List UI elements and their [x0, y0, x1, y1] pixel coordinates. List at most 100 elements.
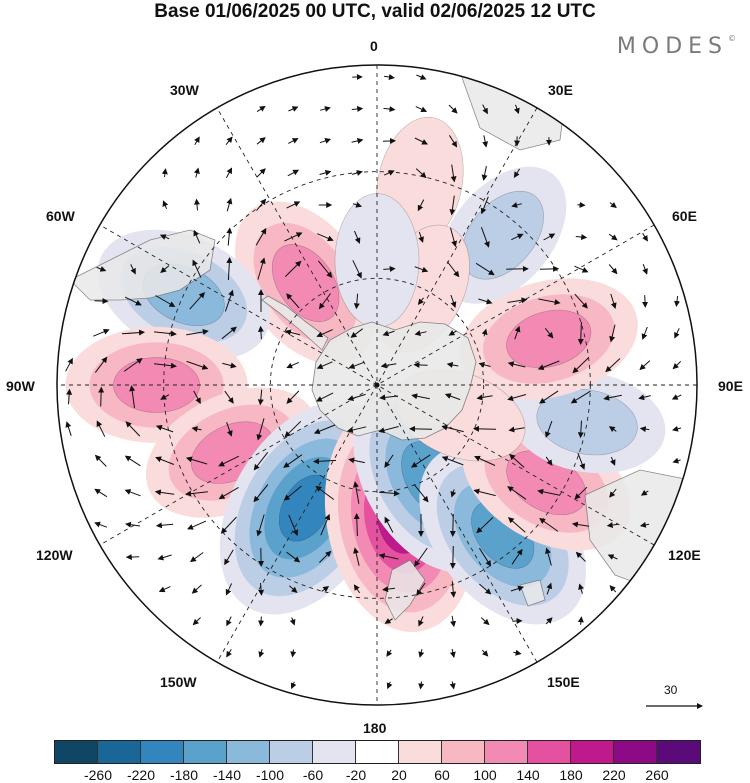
wind-vector-arrow: [507, 517, 526, 533]
wind-vector-arrow: [192, 259, 202, 278]
modes-logo: MODES©: [617, 34, 736, 59]
wind-vector-arrow: [608, 264, 618, 275]
wind-vector-arrow: [159, 234, 170, 240]
wind-vector-arrow: [124, 489, 141, 497]
wind-vector-arrow: [284, 329, 301, 336]
wind-vectors: [65, 74, 682, 690]
lon-label-90w: 90W: [6, 378, 35, 394]
copyright-mark: ©: [728, 34, 736, 43]
wind-vector-arrow: [383, 265, 396, 272]
colorbar-tick-label: 60: [434, 767, 450, 783]
wind-vector-arrow: [226, 649, 232, 658]
wind-vector-arrow: [286, 201, 301, 209]
wind-vector-arrow: [193, 390, 201, 404]
wind-vector-arrow: [353, 547, 360, 566]
wind-vector-arrow: [218, 455, 240, 467]
wind-vector-arrow: [194, 136, 200, 146]
wind-vector-arrow: [284, 232, 303, 242]
anomaly-contour: [506, 309, 592, 369]
wind-vector-arrow: [286, 293, 300, 309]
colorbar-tick-label: -220: [126, 767, 156, 783]
wind-vector-arrow: [507, 486, 527, 500]
colorbar-swatch: [270, 741, 313, 763]
wind-vector-arrow: [480, 196, 489, 215]
wind-vector-arrow: [256, 137, 266, 145]
wind-vector-arrow: [320, 513, 331, 536]
wind-vector-arrow: [256, 198, 267, 211]
wind-vector-arrow: [161, 168, 168, 177]
wind-vector-arrow: [354, 230, 361, 244]
lon-label-60w: 60W: [46, 208, 75, 224]
wind-vector-arrow: [315, 485, 335, 500]
wind-vector-arrow: [511, 202, 522, 208]
wind-vector-arrow: [222, 362, 237, 369]
wind-vector-arrow: [416, 582, 426, 596]
wind-vector-arrow: [514, 325, 521, 340]
wind-vector-arrow: [473, 425, 497, 432]
wind-vector-arrow: [186, 360, 209, 370]
colorbar-swatch: [528, 741, 571, 763]
wind-vector-arrow: [319, 138, 332, 144]
wind-vector-arrow: [482, 135, 489, 148]
colorbar-swatch: [485, 741, 528, 763]
wind-vector-arrow: [256, 168, 266, 178]
wind-vector-arrow: [257, 257, 266, 280]
wind-vector-arrow: [545, 547, 552, 566]
wind-vector-arrow: [257, 325, 264, 340]
wind-vector-arrow: [481, 166, 488, 181]
colorbar-tick-label: -60: [302, 767, 324, 783]
wind-vector-arrow: [570, 390, 591, 404]
wind-vector-arrow: [316, 392, 334, 402]
colorbar-tick-label: 260: [645, 767, 669, 783]
wind-vector-arrow: [66, 388, 73, 405]
wind-vector-arrow: [577, 616, 584, 625]
wind-vector-arrow: [543, 233, 556, 241]
wind-vector-arrow: [507, 361, 526, 368]
wind-vector-arrow: [289, 617, 296, 626]
wind-vector-arrow: [288, 138, 299, 144]
wind-vector-arrow: [674, 295, 680, 307]
wind-vector-arrow: [125, 421, 141, 437]
wind-vector-arrow: [286, 361, 300, 369]
wind-vector-arrow: [353, 584, 361, 594]
wind-vector-arrow: [316, 329, 333, 338]
wind-vector-arrow: [413, 484, 429, 503]
wind-vector-arrow: [255, 227, 267, 246]
wind-vector-arrow: [441, 424, 464, 433]
anomaly-cell-high-3: [65, 327, 248, 443]
wind-vector-arrow: [508, 426, 525, 433]
wind-vector-arrow: [65, 421, 72, 436]
wind-vector-arrow: [384, 74, 395, 80]
wind-vector-arrow: [539, 518, 559, 532]
wind-vector-arrow: [578, 583, 584, 594]
wind-vector-arrow: [608, 233, 618, 241]
wind-vector-arrow: [603, 394, 622, 401]
wind-vector-arrow: [509, 453, 525, 468]
wind-vector-arrow: [226, 197, 233, 212]
wind-vector-arrow: [288, 106, 299, 112]
colorbar-tick-label: 220: [602, 767, 626, 783]
colorbar: [54, 740, 701, 764]
colorbar-tick-label: 20: [391, 767, 407, 783]
wind-vector-arrow: [481, 649, 489, 657]
wind-vector-arrow: [224, 390, 234, 404]
wind-vector-arrow: [639, 426, 650, 433]
wind-vector-arrow: [674, 328, 680, 339]
colorbar-swatch: [571, 741, 614, 763]
wind-vector-arrow: [225, 167, 233, 178]
graticule: [57, 65, 697, 705]
wind-vector-arrow: [383, 106, 396, 113]
wind-vector-arrow: [572, 357, 590, 374]
wind-vector-arrow: [418, 648, 425, 658]
colorbar-swatch: [399, 741, 442, 763]
wind-vector-arrow: [415, 168, 427, 179]
wind-vector-arrow: [386, 681, 393, 690]
wind-vector-arrow: [378, 426, 399, 434]
wind-vector-arrow: [94, 488, 108, 498]
wind-vector-arrow: [288, 585, 298, 593]
wind-vector-arrow: [352, 260, 362, 279]
wind-vector-arrow: [346, 426, 367, 433]
wind-vector-arrow: [319, 106, 331, 112]
wind-vector-arrow: [417, 297, 424, 305]
wind-vector-arrow: [446, 261, 460, 278]
